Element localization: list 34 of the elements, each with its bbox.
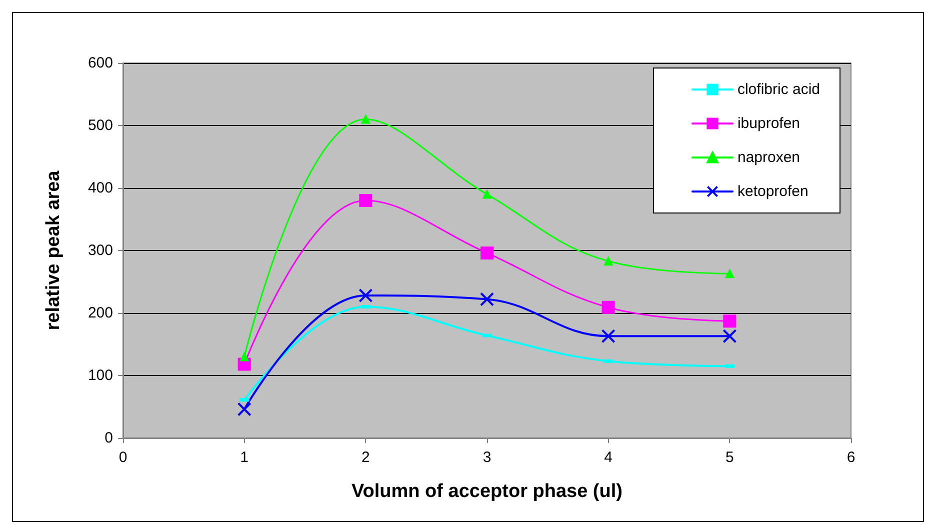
point: [482, 190, 492, 199]
point: [480, 246, 494, 260]
x-tick-label: 6: [846, 449, 856, 466]
point: [722, 329, 737, 344]
y-tick-label: 400: [88, 180, 113, 196]
point: [480, 292, 494, 306]
point: [358, 288, 373, 302]
x-tick-label: 0: [118, 449, 128, 466]
y-tick-label: 0: [104, 430, 113, 446]
point: [359, 194, 372, 207]
x-tick-label: 3: [482, 449, 492, 466]
x-tick-label: 5: [725, 449, 734, 466]
y-tick-label: 500: [88, 117, 113, 134]
y-tick-label: 600: [88, 54, 113, 72]
point: [361, 114, 370, 124]
point: [723, 314, 736, 328]
x-tick-label: 4: [604, 449, 613, 466]
x-axis-title: Volumn of acceptor phase (ul): [352, 481, 622, 502]
x-tick-label: 2: [361, 449, 370, 466]
y-axis-title: relative peak area: [43, 170, 64, 330]
point: [602, 300, 615, 314]
point: [604, 256, 613, 266]
point: [601, 329, 616, 344]
legend-label: clofibric acid: [737, 81, 820, 98]
x-tick-label: 1: [240, 449, 249, 466]
point: [237, 402, 252, 416]
legend-label: ketoprofen: [737, 183, 808, 200]
point: [240, 352, 249, 362]
legend-label: ibuprofen: [737, 115, 800, 132]
y-tick-label: 300: [88, 242, 113, 259]
point: [725, 269, 734, 278]
y-tick-label: 100: [88, 367, 113, 384]
y-tick-label: 200: [88, 304, 113, 322]
legend-label: naproxen: [737, 149, 800, 166]
